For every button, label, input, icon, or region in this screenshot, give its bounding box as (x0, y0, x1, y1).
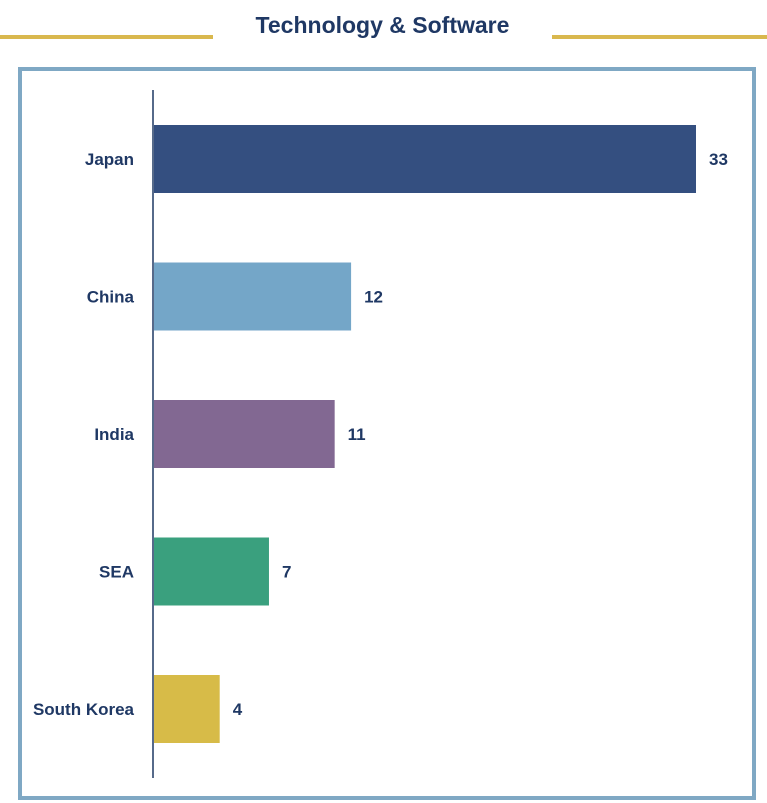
value-label-south-korea: 4 (233, 700, 243, 719)
bar-sea (154, 537, 269, 606)
value-label-sea: 7 (282, 563, 291, 582)
title-rule-left (0, 35, 213, 39)
bar-south-korea (154, 675, 220, 743)
chart-frame (18, 67, 756, 800)
chart-title: Technology & Software (255, 12, 510, 38)
value-label-japan: 33 (709, 150, 728, 169)
category-label-china: China (87, 288, 135, 307)
title-rule-right (552, 35, 767, 39)
bar-japan (154, 125, 696, 193)
category-label-india: India (94, 425, 134, 444)
value-label-india: 11 (348, 425, 366, 444)
category-labels-group: Japan China India SEA South Korea (33, 150, 135, 719)
bar-india (154, 400, 335, 468)
bar-china (154, 262, 352, 331)
category-label-sea: SEA (99, 563, 134, 582)
category-label-japan: Japan (85, 150, 134, 169)
value-label-china: 12 (364, 288, 383, 307)
value-labels-group: 33 12 11 7 4 (233, 150, 728, 719)
bars-group (154, 125, 696, 743)
category-label-south-korea: South Korea (33, 700, 135, 719)
